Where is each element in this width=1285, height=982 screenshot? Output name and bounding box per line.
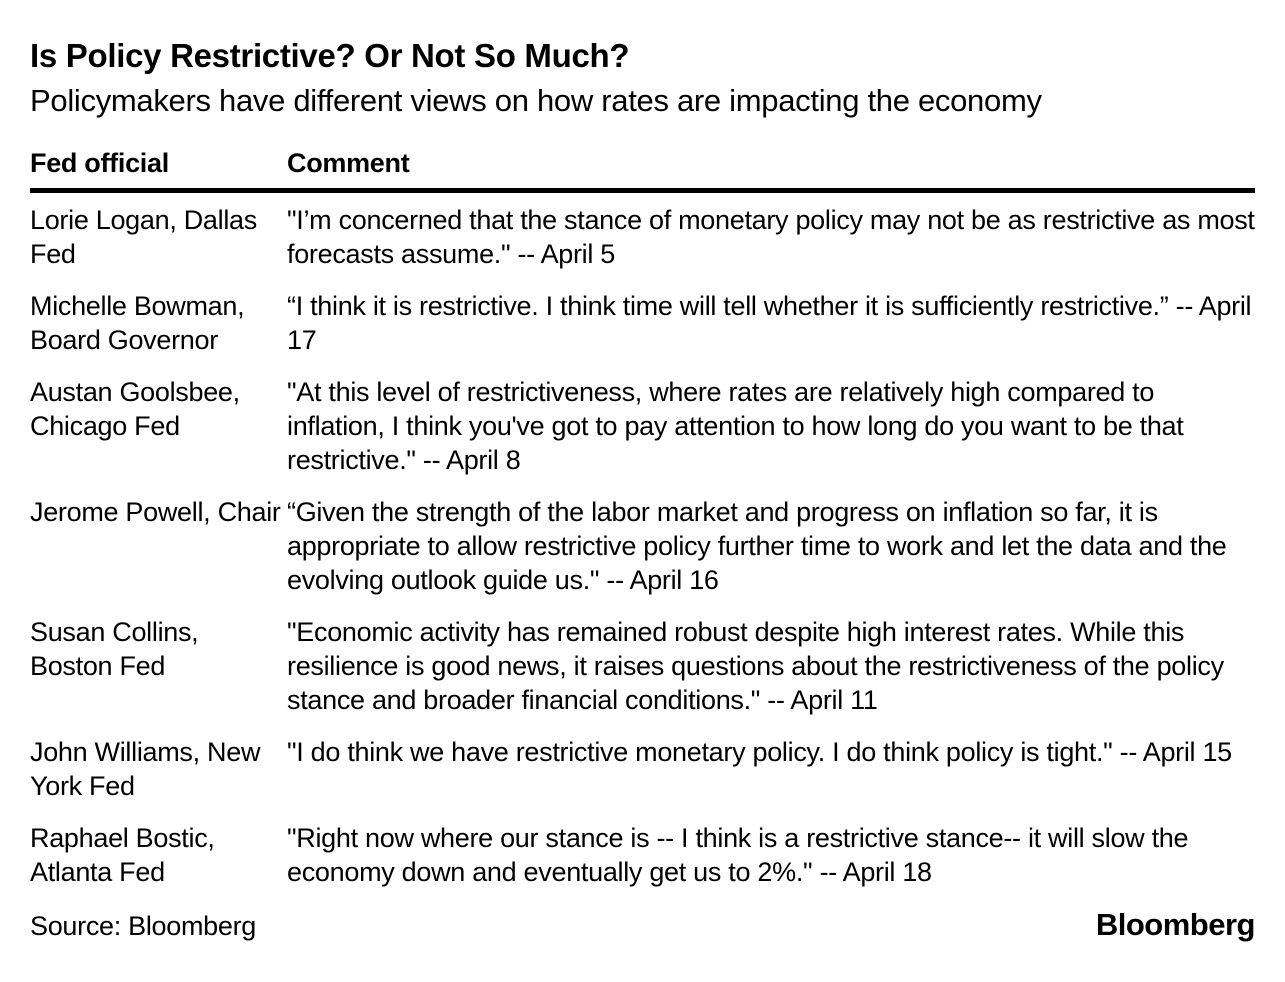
fed-official-name: Jerome Powell, Chair bbox=[30, 497, 281, 527]
official-comment: "I do think we have restrictive monetary… bbox=[287, 737, 1232, 767]
column-header-fed-official: Fed official bbox=[30, 148, 169, 178]
fed-official-name: Austan Goolsbee, Chicago Fed bbox=[30, 377, 240, 441]
table-row: Jerome Powell, Chair “Given the strength… bbox=[30, 495, 1255, 597]
official-comment: "I’m concerned that the stance of moneta… bbox=[287, 205, 1255, 269]
fed-official-name: Raphael Bostic, Atlanta Fed bbox=[30, 823, 215, 887]
table-row: Michelle Bowman, Board Governor “I think… bbox=[30, 289, 1255, 357]
table-row: Susan Collins, Boston Fed "Economic acti… bbox=[30, 615, 1255, 717]
official-comment: “Given the strength of the labor market … bbox=[287, 497, 1227, 595]
fed-official-name: Susan Collins, Boston Fed bbox=[30, 617, 199, 681]
source-note: Source: Bloomberg bbox=[30, 911, 257, 941]
fed-official-name: John Williams, New York Fed bbox=[30, 737, 261, 801]
bloomberg-logo: Bloomberg bbox=[1095, 907, 1256, 942]
page-title: Is Policy Restrictive? Or Not So Much? bbox=[30, 37, 630, 74]
table-row: Lorie Logan, Dallas Fed "I’m concerned t… bbox=[30, 203, 1255, 271]
footer: Source: Bloomberg Bloomberg bbox=[30, 907, 1256, 943]
table-row: Raphael Bostic, Atlanta Fed "Right now w… bbox=[30, 821, 1255, 889]
column-header-comment: Comment bbox=[287, 148, 410, 178]
official-comment: "Right now where our stance is -- I thin… bbox=[287, 823, 1189, 887]
table-row: John Williams, New York Fed "I do think … bbox=[30, 735, 1255, 803]
official-comment: "At this level of restrictiveness, where… bbox=[287, 377, 1184, 475]
fed-official-name: Lorie Logan, Dallas Fed bbox=[30, 205, 257, 269]
table-header: Fed official Comment bbox=[30, 148, 1255, 193]
table-body: Lorie Logan, Dallas Fed "I’m concerned t… bbox=[30, 193, 1255, 889]
fed-official-name: Michelle Bowman, Board Governor bbox=[30, 291, 245, 355]
table-row: Austan Goolsbee, Chicago Fed "At this le… bbox=[30, 375, 1255, 477]
official-comment: "Economic activity has remained robust d… bbox=[287, 617, 1224, 715]
official-comment: “I think it is restrictive. I think time… bbox=[287, 291, 1252, 355]
page-subtitle: Policymakers have different views on how… bbox=[30, 83, 1042, 118]
